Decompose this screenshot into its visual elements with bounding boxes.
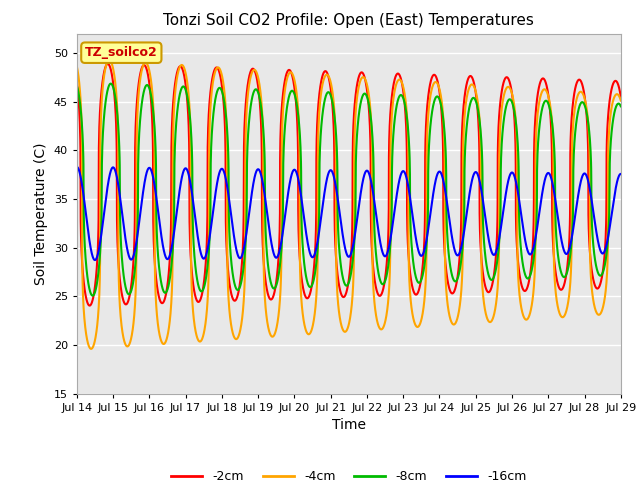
-8cm <box>402 108 410 114</box>
-16cm <box>73 164 81 170</box>
-8cm <box>617 104 625 109</box>
Line: -2cm: -2cm <box>77 64 621 306</box>
-4cm <box>617 97 625 103</box>
-8cm <box>225 219 233 225</box>
-4cm <box>87 346 95 352</box>
-2cm <box>73 78 81 84</box>
-4cm <box>402 101 410 107</box>
-4cm <box>73 63 81 69</box>
-2cm <box>104 61 111 67</box>
-8cm <box>73 83 81 88</box>
-8cm <box>107 81 115 86</box>
-2cm <box>617 94 625 100</box>
Legend: -2cm, -4cm, -8cm, -16cm: -2cm, -4cm, -8cm, -16cm <box>166 465 531 480</box>
-16cm <box>402 173 410 179</box>
-8cm <box>89 293 97 299</box>
-2cm <box>190 285 198 290</box>
Title: Tonzi Soil CO2 Profile: Open (East) Temperatures: Tonzi Soil CO2 Profile: Open (East) Temp… <box>163 13 534 28</box>
-2cm <box>225 277 233 283</box>
-16cm <box>91 257 99 263</box>
Text: TZ_soilco2: TZ_soilco2 <box>85 46 157 59</box>
-16cm <box>412 232 419 238</box>
-2cm <box>402 120 410 126</box>
-4cm <box>566 290 573 296</box>
-4cm <box>617 98 625 104</box>
-16cm <box>189 202 197 207</box>
-4cm <box>190 315 198 321</box>
-2cm <box>412 292 419 298</box>
-16cm <box>565 246 573 252</box>
-2cm <box>86 303 93 309</box>
-2cm <box>617 93 625 99</box>
-2cm <box>566 235 573 241</box>
-16cm <box>617 171 625 177</box>
-4cm <box>106 57 113 63</box>
-16cm <box>225 195 233 201</box>
Line: -16cm: -16cm <box>77 167 621 260</box>
-8cm <box>190 241 198 247</box>
-8cm <box>566 258 573 264</box>
-8cm <box>617 103 625 109</box>
-4cm <box>225 303 233 309</box>
-8cm <box>412 273 419 279</box>
Line: -8cm: -8cm <box>77 84 621 296</box>
Y-axis label: Soil Temperature (C): Soil Temperature (C) <box>34 143 48 285</box>
-4cm <box>412 322 419 328</box>
Line: -4cm: -4cm <box>77 60 621 349</box>
X-axis label: Time: Time <box>332 418 366 432</box>
-16cm <box>617 171 625 177</box>
